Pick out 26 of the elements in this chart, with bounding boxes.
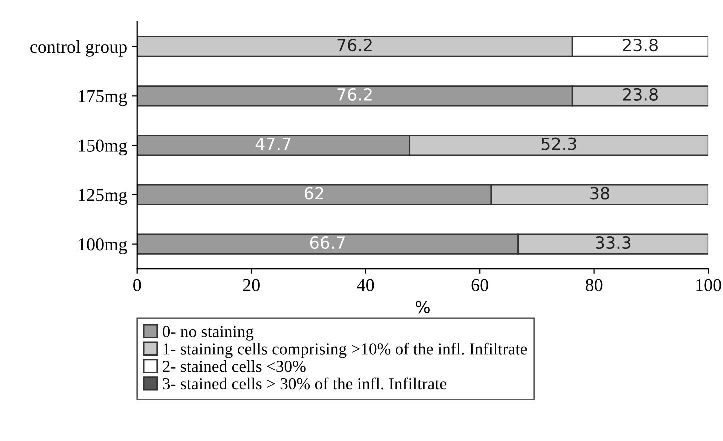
x-tick-label: 60 [472, 279, 488, 292]
y-tick-label: 100mg [79, 238, 128, 254]
legend-label: 0- no staining [163, 326, 254, 341]
x-tick-label: 80 [586, 279, 603, 292]
y-tick-label: 175mg [79, 90, 128, 106]
data-label: 66.7 [310, 236, 345, 250]
data-label: 76.2 [338, 88, 372, 101]
legend-label: 2- stained cells <30% [163, 360, 306, 372]
x-tick-label: 40 [357, 279, 374, 292]
data-label: 38 [590, 187, 610, 200]
data-label: 62 [304, 187, 324, 200]
y-tick-label: control group [30, 40, 127, 57]
x-tick-label: 0 [134, 279, 142, 292]
data-label: 47.7 [256, 138, 291, 150]
x-tick-label: 100 [696, 279, 722, 292]
data-label: 52.3 [542, 138, 576, 150]
legend-label: 3- stained cells > 30% of the infl. Infiltrate [163, 378, 447, 390]
data-label: 33.3 [596, 236, 631, 250]
data-label: 76.2 [338, 38, 372, 52]
x-tick-label: 20 [243, 279, 260, 292]
data-label: 23.8 [623, 88, 658, 101]
y-tick-label: 125mg [79, 189, 128, 206]
legend-label: 1- staining cells comprising >10% of the infl. Infiltrate [164, 342, 528, 358]
data-label: 23.8 [623, 38, 658, 52]
y-tick-label: 150mg [79, 140, 128, 156]
x-axis-title: % [416, 300, 430, 314]
